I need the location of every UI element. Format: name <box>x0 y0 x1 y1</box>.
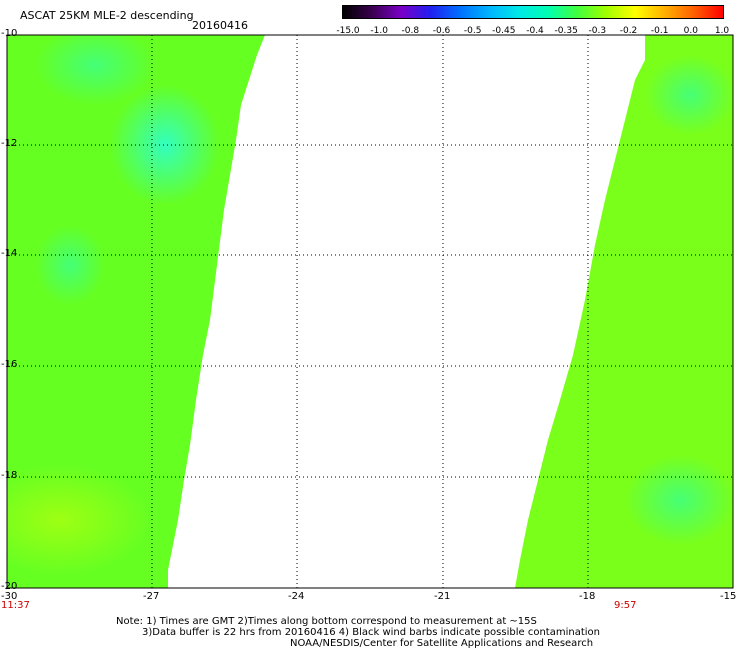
swath-right-fill <box>515 35 733 588</box>
wind-feature-left-a <box>110 85 220 205</box>
lat-label: -18 <box>1 470 18 481</box>
colorbar-label: -0.4 <box>526 26 544 36</box>
lat-label: -16 <box>1 359 18 370</box>
colorbar-label: -0.45 <box>492 26 516 36</box>
colorbar-label: -0.5 <box>463 26 482 36</box>
lon-label: -30 <box>1 591 18 602</box>
lon-label: -24 <box>288 591 305 602</box>
wind-feature-right-b <box>625 455 733 545</box>
swath-left <box>7 35 265 588</box>
product-title: ASCAT 25KM MLE-2 descending <box>20 9 194 22</box>
swath-time-right: 9:57 <box>614 600 637 611</box>
swath-right <box>515 35 733 588</box>
colorbar-label: 0.0 <box>683 26 698 36</box>
swath-time-left: 11:37 <box>1 600 30 611</box>
colorbar-label: -0.6 <box>432 26 451 36</box>
note-line-3: NOAA/NESDIS/Center for Satellite Applica… <box>290 638 594 649</box>
lat-lon-grid <box>7 35 733 588</box>
map-frame <box>6 34 734 589</box>
wind-feature-left-b <box>35 35 155 105</box>
lat-label: -10 <box>1 28 18 39</box>
lat-label: -20 <box>1 581 18 592</box>
lon-label: -15 <box>720 591 737 602</box>
colorbar-label: -0.2 <box>619 26 638 36</box>
note-line-1: Note: 1) Times are GMT 2)Times along bot… <box>116 616 537 627</box>
wind-feature-right-a <box>645 55 733 135</box>
lon-label: -18 <box>579 591 596 602</box>
lon-label: -27 <box>143 591 160 602</box>
colorbar-label: -1.0 <box>370 26 388 36</box>
colorbar-label: -15.0 <box>336 26 360 36</box>
wind-feature-left-c <box>35 225 105 305</box>
product-date: 20160416 <box>192 19 248 32</box>
wind-feature-left-d <box>7 465 150 575</box>
lat-label: -14 <box>1 248 18 259</box>
colorbar-label: -0.3 <box>588 26 607 36</box>
colorbar-label: -0.8 <box>401 26 420 36</box>
lat-label: -12 <box>1 138 18 149</box>
colorbar-label: -0.35 <box>554 26 578 36</box>
colorbar-label: -0.1 <box>650 26 669 36</box>
note-line-2: 3)Data buffer is 22 hrs from 20160416 4)… <box>142 627 600 638</box>
colorbar-label: 1.0 <box>714 26 730 36</box>
lon-label: -21 <box>434 591 451 602</box>
colorbar <box>342 5 724 19</box>
